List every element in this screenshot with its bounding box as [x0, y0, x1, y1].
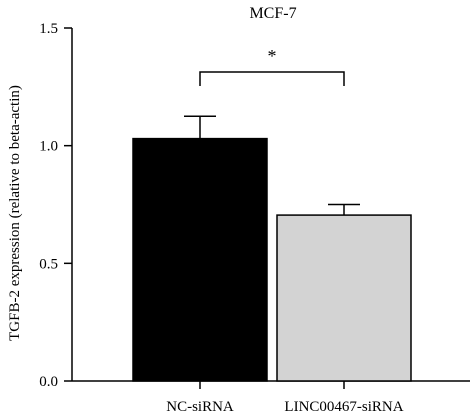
x-tick-label: NC-siRNA — [166, 399, 234, 415]
y-axis-ticks: 0.0 0.5 1.0 1.5 — [39, 21, 72, 390]
y-tick-label: 1.5 — [39, 21, 58, 37]
chart-title: MCF-7 — [249, 5, 296, 22]
x-tick-label: LINC00467-siRNA — [284, 399, 403, 415]
significance-marker: * — [268, 46, 277, 66]
x-axis-tick-labels: NC-siRNA LINC00467-siRNA — [166, 381, 404, 415]
bar-1 — [132, 137, 268, 382]
bars — [132, 137, 412, 382]
error-bars — [184, 115, 360, 216]
bar-2 — [276, 214, 412, 382]
significance-bracket-line — [199, 71, 345, 86]
y-axis-label: TGFB-2 expression (relative to beta-acti… — [7, 85, 23, 341]
y-tick-label: 0.5 — [39, 256, 58, 272]
y-tick-label: 1.0 — [39, 139, 58, 155]
significance-bracket: * — [199, 46, 345, 86]
y-tick-label: 0.0 — [39, 374, 58, 390]
